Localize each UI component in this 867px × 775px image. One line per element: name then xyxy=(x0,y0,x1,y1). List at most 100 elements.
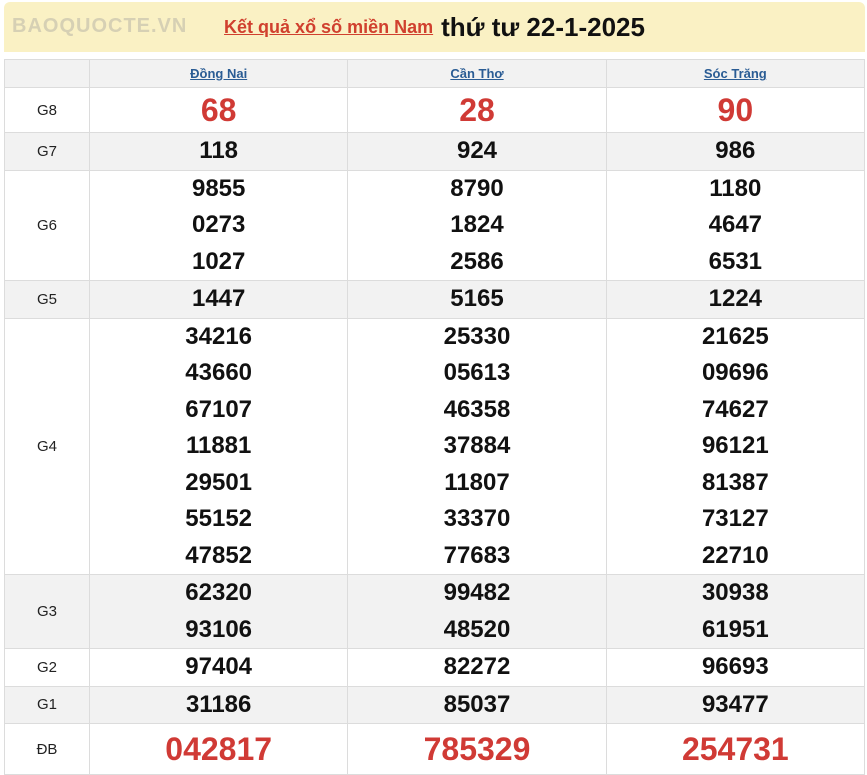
prize-cell: 25330 05613 46358 37884 11807 33370 77683 xyxy=(347,317,607,575)
prize-cell: 96693 xyxy=(605,648,866,687)
winning-number: 1447 xyxy=(191,285,246,312)
winning-number: 55152 xyxy=(185,505,253,532)
province-header: Đồng Nai xyxy=(88,59,349,88)
winning-number: 09696 xyxy=(701,359,769,386)
winning-number: 986 xyxy=(715,137,756,164)
winning-number: 924 xyxy=(456,137,498,164)
winning-number: 81387 xyxy=(701,468,769,496)
header-row: Đồng Nai Cần Thơ Sóc Trăng xyxy=(4,59,866,88)
prize-label: G6 xyxy=(4,169,90,281)
prize-cell: 82272 xyxy=(347,648,607,687)
winning-number: 6531 xyxy=(708,247,763,275)
winning-number: 37884 xyxy=(443,432,511,459)
winning-number: 33370 xyxy=(443,505,511,532)
prize-row-g3: G3 62320 93106 99482 48520 30938 61951 xyxy=(4,574,866,649)
prize-cell: 93477 xyxy=(605,685,866,724)
winning-number: 1824 xyxy=(450,211,504,238)
prize-cell: 34216 43660 67107 11881 29501 55152 47852 xyxy=(88,317,349,575)
winning-number: 30938 xyxy=(701,579,769,606)
winning-number: 97404 xyxy=(185,653,253,680)
winning-number: 93477 xyxy=(701,690,769,718)
prize-cell: 254731 xyxy=(605,723,866,775)
prize-cell: 30938 61951 xyxy=(605,574,866,649)
winning-number: 62320 xyxy=(185,579,253,606)
winning-number: 31186 xyxy=(185,690,252,718)
prize-cell: 21625 09696 74627 96121 81387 73127 22710 xyxy=(605,317,866,575)
prize-label: G1 xyxy=(4,685,90,724)
winning-number: 785329 xyxy=(423,730,531,767)
winning-number: 11881 xyxy=(185,432,252,459)
province-header: Cần Thơ xyxy=(347,59,607,88)
prize-label: G4 xyxy=(4,317,90,575)
winning-number: 99482 xyxy=(443,579,511,606)
prize-cell: 97404 xyxy=(88,648,349,687)
prize-cell: 85037 xyxy=(347,685,607,724)
prize-cell: 1224 xyxy=(605,280,866,319)
prize-row-g7: G7 118 924 986 xyxy=(4,132,866,171)
winning-number: 93106 xyxy=(185,615,253,643)
prize-label: G3 xyxy=(4,574,90,649)
winning-number: 254731 xyxy=(681,730,789,767)
winning-number: 9855 xyxy=(191,174,246,202)
winning-number: 21625 xyxy=(701,322,769,350)
winning-number: 29501 xyxy=(185,468,253,496)
draw-date: thứ tư 22-1-2025 xyxy=(441,11,645,42)
prize-row-db: ĐB 042817 785329 254731 xyxy=(4,723,866,775)
prize-row-g2: G2 97404 82272 96693 xyxy=(4,648,866,687)
title-banner: Kết quả xổ số miền Nam thứ tư 22-1-2025 xyxy=(4,2,865,52)
prize-label: G8 xyxy=(4,87,90,133)
winning-number: 34216 xyxy=(185,322,253,350)
prize-cell: 785329 xyxy=(347,723,607,775)
prize-cell: 5165 xyxy=(347,280,607,319)
prize-row-g4: G4 34216 43660 67107 11881 29501 55152 47852 253… xyxy=(4,317,866,575)
winning-number: 28 xyxy=(459,91,495,128)
winning-number: 05613 xyxy=(443,359,511,386)
winning-number: 22710 xyxy=(701,541,769,569)
prize-label: G7 xyxy=(4,132,90,171)
winning-number: 118 xyxy=(199,137,239,164)
prize-row-g6: G6 9855 0273 1027 8790 1824 2586 1180 4647 6531 xyxy=(4,169,866,281)
winning-number: 8790 xyxy=(450,174,504,202)
winning-number: 73127 xyxy=(701,505,769,532)
winning-number: 47852 xyxy=(185,541,253,569)
results-link[interactable]: Kết quả xổ số miền Nam xyxy=(224,16,434,37)
province-link[interactable]: Đồng Nai xyxy=(190,66,248,81)
winning-number: 74627 xyxy=(701,395,769,423)
prize-cell: 1447 xyxy=(88,280,349,319)
prize-cell: 8790 1824 2586 xyxy=(347,169,607,281)
winning-number: 0273 xyxy=(191,211,246,238)
prize-cell: 9855 0273 1027 xyxy=(88,169,349,281)
prize-cell: 042817 xyxy=(88,723,349,775)
prize-cell: 118 xyxy=(88,132,349,171)
prize-cell: 924 xyxy=(347,132,607,171)
prize-row-g1: G1 31186 85037 93477 xyxy=(4,685,866,724)
winning-number: 1224 xyxy=(708,285,763,312)
winning-number: 1180 xyxy=(709,174,762,202)
prize-cell: 986 xyxy=(605,132,866,171)
winning-number: 2586 xyxy=(450,247,504,275)
results-body: G8 68 28 90 G7 118 924 986 G6 9855 0273 1027 8790 182… xyxy=(4,87,866,775)
province-header: Sóc Trăng xyxy=(605,59,866,88)
winning-number: 96693 xyxy=(701,653,769,680)
prize-row-g8: G8 68 28 90 xyxy=(4,87,866,133)
winning-number: 68 xyxy=(200,91,237,128)
winning-number: 43660 xyxy=(185,359,253,386)
prize-cell: 62320 93106 xyxy=(88,574,349,649)
prize-row-g5: G5 1447 5165 1224 xyxy=(4,280,866,319)
prize-label: G5 xyxy=(4,280,90,319)
winning-number: 46358 xyxy=(443,395,511,423)
prize-cell: 90 xyxy=(605,87,866,133)
winning-number: 96121 xyxy=(701,432,769,459)
province-link[interactable]: Sóc Trăng xyxy=(703,66,767,81)
winning-number: 042817 xyxy=(165,730,273,767)
prize-label: ĐB xyxy=(4,723,90,775)
prize-cell: 1180 4647 6531 xyxy=(605,169,866,281)
province-link[interactable]: Cần Thơ xyxy=(450,66,504,81)
prize-label: G2 xyxy=(4,648,90,687)
prize-cell: 68 xyxy=(88,87,349,133)
winning-number: 25330 xyxy=(443,322,511,350)
corner-cell xyxy=(4,59,90,88)
winning-number: 11807 xyxy=(444,468,510,496)
winning-number: 61951 xyxy=(701,615,769,643)
prize-cell: 99482 48520 xyxy=(347,574,607,649)
